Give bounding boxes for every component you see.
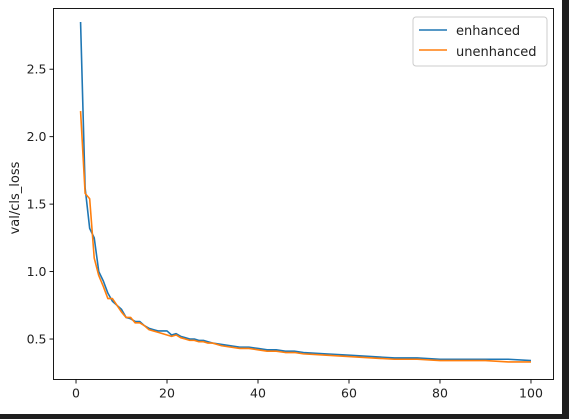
- x-tick-label: 0: [72, 386, 80, 401]
- x-axis-ticks: 0 20 40 60 80 100: [72, 379, 543, 401]
- series-lines: [79, 21, 532, 363]
- y-axis-ticks: 0.5 1.0 1.5 2.0 2.5: [27, 62, 54, 347]
- x-tick-label: 80: [432, 386, 448, 401]
- plot-area-frame: [53, 8, 554, 380]
- y-tick-label: 0.5: [27, 332, 47, 347]
- x-tick-label: 60: [341, 386, 357, 401]
- x-tick-label: 40: [250, 386, 266, 401]
- y-tick-label: 2.5: [27, 62, 47, 77]
- series-line-enhanced: [79, 21, 532, 362]
- legend: enhanced unenhanced: [412, 16, 548, 67]
- y-tick-label: 2.0: [27, 129, 47, 144]
- y-axis-label: val/cls_loss: [8, 161, 23, 234]
- legend-enhanced-label: enhanced: [456, 24, 520, 39]
- figure-canvas: 0 20 40 60 80 100 0.5 1.0 1.5 2.0 2.5 val/cls_los…: [0, 0, 562, 414]
- series-line-unenhanced: [79, 110, 531, 363]
- line-chart: 0 20 40 60 80 100 0.5 1.0 1.5 2.0 2.5 val/cls_los…: [8, 8, 554, 401]
- y-tick-label: 1.0: [27, 264, 47, 279]
- x-tick-label: 20: [159, 386, 175, 401]
- x-tick-label: 100: [519, 386, 543, 401]
- legend-unenhanced-label: unenhanced: [456, 45, 537, 60]
- y-tick-label: 1.5: [27, 197, 47, 212]
